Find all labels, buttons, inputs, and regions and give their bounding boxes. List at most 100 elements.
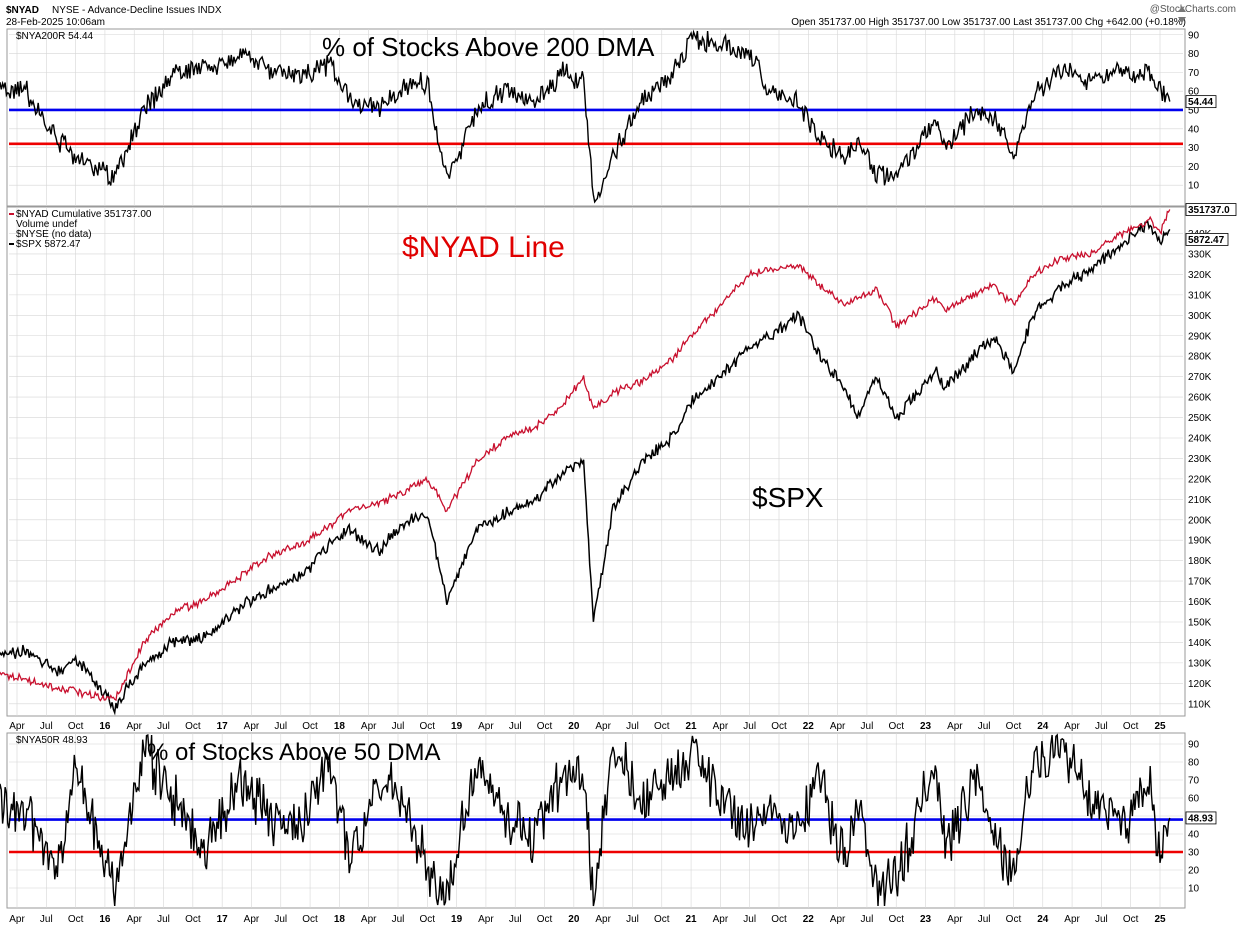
x-axis-bottom-tick-label: Apr xyxy=(830,914,846,925)
x-axis-bottom-tick-label: Jul xyxy=(743,914,756,925)
panel-nya200r-y-tick-label: 10 xyxy=(1188,181,1200,192)
panel-nya50r-y-tick-label: 20 xyxy=(1188,866,1200,877)
x-axis-bottom-tick-label: 23 xyxy=(920,914,932,925)
x-axis-bottom-tick-label: Jul xyxy=(861,914,874,925)
brand-watermark: @StockCharts.com xyxy=(1150,4,1236,15)
panel-nyad-y-tick-label: 330K xyxy=(1188,249,1212,260)
panel-nyad-frame xyxy=(6,206,1186,717)
last-value-badge-50dma xyxy=(1185,811,1217,825)
panel-nyad-y-tick-label: 270K xyxy=(1188,372,1212,383)
last-value-200dma: 54.44 xyxy=(1188,97,1213,108)
panel-nya50r-y-tick-label: 70 xyxy=(1188,776,1200,787)
x-axis-middle-tick-label: Apr xyxy=(1064,721,1080,732)
x-axis-middle-tick-label: Apr xyxy=(830,721,846,732)
x-axis-middle-tick-label: 16 xyxy=(99,721,111,732)
annotation-spx: $SPX xyxy=(752,482,824,513)
header-quote: Open 351737.00 High 351737.00 Low 351737… xyxy=(791,17,1186,28)
header-symbol: $NYAD xyxy=(6,5,39,16)
x-axis-middle-tick-label: Oct xyxy=(888,721,904,732)
panel-nyad-y-tick-label: 130K xyxy=(1188,658,1212,669)
header-description: NYSE - Advance-Decline Issues INDX xyxy=(52,5,222,16)
x-axis-middle-tick-label: Apr xyxy=(713,721,729,732)
x-axis-bottom-tick-label: Jul xyxy=(392,914,405,925)
x-axis-bottom-tick-label: Apr xyxy=(9,914,25,925)
x-axis-middle-tick-label: Apr xyxy=(244,721,260,732)
last-value-spx: 5872.47 xyxy=(1188,235,1225,246)
x-axis-bottom-tick-label: Oct xyxy=(771,914,787,925)
x-axis-bottom-tick-label: Jul xyxy=(1095,914,1108,925)
legend-nyad: $NYAD Cumulative 351737.00 xyxy=(16,209,152,220)
x-axis-middle-tick-label: Jul xyxy=(1095,721,1108,732)
last-value-badge-nyad xyxy=(1185,203,1237,216)
panel-nya200r-y-tick-label: 50 xyxy=(1188,105,1200,116)
x-axis-middle-tick-label: Oct xyxy=(420,721,436,732)
x-axis-bottom-tick-label: 16 xyxy=(99,914,111,925)
panel-nya200r-y-tick-label: 30 xyxy=(1188,143,1200,154)
panel-nyad-y-tick-label: 150K xyxy=(1188,617,1212,628)
x-axis-middle-tick-label: Jul xyxy=(509,721,522,732)
panel-nyad-y-tick-label: 180K xyxy=(1188,556,1212,567)
legend-nyse: $NYSE (no data) xyxy=(16,229,92,240)
x-axis-bottom-tick-label: 17 xyxy=(217,914,229,925)
panel-nya200r-y-tick-label: 70 xyxy=(1188,68,1200,79)
header-date: 28-Feb-2025 10:06am xyxy=(6,17,105,28)
scroll-down-arrow-icon[interactable] xyxy=(1178,17,1186,23)
x-axis-bottom-tick-label: Oct xyxy=(1006,914,1022,925)
panel-nya200r-y-axis: 10 20 30 40 50 60 70 80 90 xyxy=(1188,30,1200,191)
x-axis-middle-tick-label: Apr xyxy=(478,721,494,732)
x-axis-middle-tick-label: 22 xyxy=(803,721,815,732)
panel-nyad-y-tick-label: 260K xyxy=(1188,393,1212,404)
x-axis-bottom-tick-label: Oct xyxy=(185,914,201,925)
panel-nyad-y-tick-label: 190K xyxy=(1188,536,1212,547)
x-axis-bottom-tick-label: 22 xyxy=(803,914,815,925)
x-axis-bottom-tick-label: Jul xyxy=(626,914,639,925)
x-axis-bottom-tick-label: Jul xyxy=(40,914,53,925)
x-axis-bottom-tick-label: 21 xyxy=(686,914,698,925)
x-axis-bottom-tick-label: Oct xyxy=(888,914,904,925)
x-axis-bottom-tick-label: Apr xyxy=(1064,914,1080,925)
panel-nyad-y-tick-label: 300K xyxy=(1188,311,1212,322)
panel-nya200r-legend: $NYA200R 54.44 xyxy=(16,31,94,42)
x-axis-middle-tick-label: Apr xyxy=(9,721,25,732)
x-axis-bottom-tick-label: Oct xyxy=(1123,914,1139,925)
panel-nyad-y-tick-label: 230K xyxy=(1188,454,1212,465)
x-axis-middle-tick-label: 24 xyxy=(1037,721,1049,732)
x-axis-middle-tick-label: 25 xyxy=(1154,721,1166,732)
panel-nya200r-frame xyxy=(6,28,1186,207)
x-axis-middle-tick-label: Oct xyxy=(771,721,787,732)
panel-nya50r-y-tick-label: 10 xyxy=(1188,884,1200,895)
panel-nya50r-y-tick-label: 80 xyxy=(1188,758,1200,769)
x-axis-middle-tick-label: Oct xyxy=(68,721,84,732)
x-axis-bottom-tick-label: 19 xyxy=(451,914,463,925)
x-axis-bottom: Apr Jul Oct 16 Apr Jul Oct 17 Apr Jul Oct 18 Apr Jul O… xyxy=(9,914,1166,925)
x-axis-middle-tick-label: 20 xyxy=(568,721,580,732)
x-axis-middle-tick-label: 23 xyxy=(920,721,932,732)
x-axis-bottom-tick-label: Oct xyxy=(302,914,318,925)
x-axis-middle-tick-label: Oct xyxy=(185,721,201,732)
nya200r-line xyxy=(0,29,1171,204)
x-axis-middle-tick-label: Jul xyxy=(40,721,53,732)
x-axis-middle-tick-label: Apr xyxy=(595,721,611,732)
x-axis-bottom-tick-label: Jul xyxy=(509,914,522,925)
panel-nya50r-y-tick-label: 30 xyxy=(1188,848,1200,859)
panel-nyad-y-tick-label: 210K xyxy=(1188,495,1212,506)
spx-line xyxy=(0,220,1171,716)
scroll-up-arrow-icon[interactable] xyxy=(1178,6,1186,12)
panel-nya200r-y-tick-label: 80 xyxy=(1188,49,1200,60)
panel-nyad-y-tick-label: 120K xyxy=(1188,679,1212,690)
legend-volume: Volume undef xyxy=(16,219,77,230)
panel-nya200r-y-tick-label: 20 xyxy=(1188,162,1200,173)
x-axis-bottom-tick-label: Oct xyxy=(537,914,553,925)
legend-spx: $SPX 5872.47 xyxy=(16,239,81,250)
nya50r-line xyxy=(0,733,1171,907)
nyad-line xyxy=(0,209,1171,702)
x-axis-middle-tick-label: Oct xyxy=(1006,721,1022,732)
panel-nyad-y-tick-label: 160K xyxy=(1188,597,1212,608)
x-axis-bottom-tick-label: 20 xyxy=(568,914,580,925)
panel-nya200r-y-tick-label: 90 xyxy=(1188,30,1200,41)
last-value-badge-200dma xyxy=(1185,95,1217,109)
x-axis-bottom-tick-label: Oct xyxy=(68,914,84,925)
x-axis-middle-tick-label: Oct xyxy=(1123,721,1139,732)
